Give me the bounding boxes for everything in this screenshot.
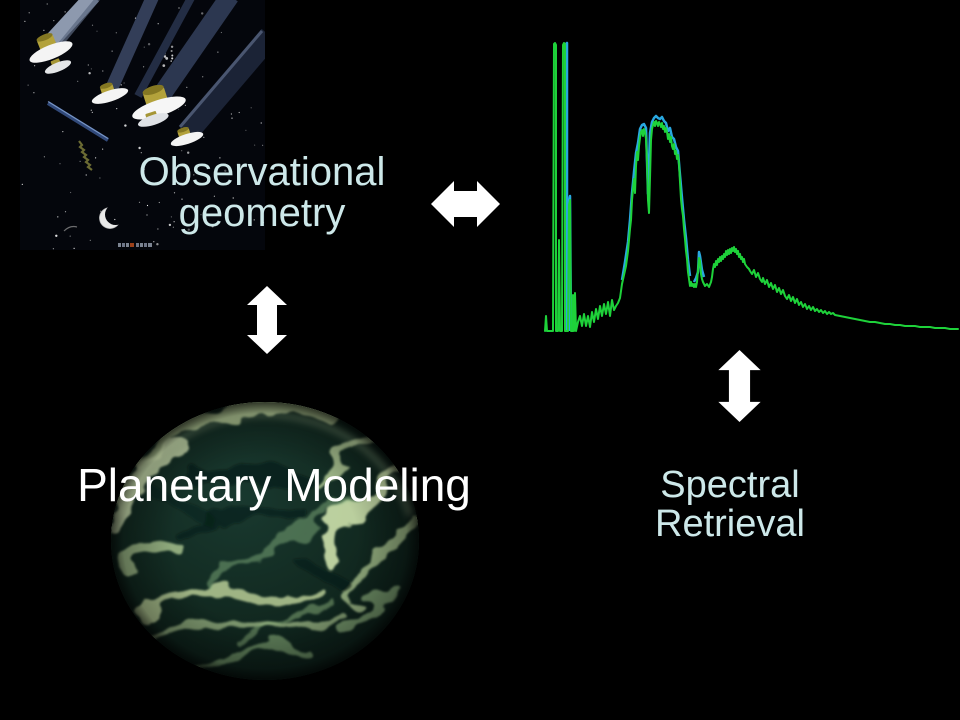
planet-image	[111, 402, 419, 680]
spacecraft-dish-c2	[138, 111, 169, 127]
spacecraft-booms	[41, 0, 265, 140]
spacecraft-dish-a	[29, 33, 73, 63]
small-crescent	[63, 225, 78, 232]
crescent-moon	[99, 207, 121, 229]
blade-boom-highlight	[47, 100, 109, 140]
label-observational-geometry: Observational geometry	[112, 152, 412, 234]
spacecraft-dish-b	[91, 82, 129, 104]
label-spectral-line2: Retrieval	[655, 503, 805, 545]
spacecraft-dish-d	[170, 127, 204, 147]
label-spectral-line1: Spectral	[660, 464, 800, 506]
planet-disk	[111, 402, 419, 680]
label-observational-line2: geometry	[178, 191, 346, 235]
image-watermark	[118, 243, 152, 247]
spacecraft-formation-image	[20, 0, 265, 250]
spacecraft-dish-a2	[44, 58, 72, 74]
blade-boom	[46, 101, 110, 142]
label-observational-line1: Observational	[138, 150, 386, 194]
label-spectral-retrieval: Spectral Retrieval	[630, 466, 830, 544]
spectrum-plot	[544, 41, 959, 332]
double-arrow-vertical-left-icon	[247, 286, 287, 354]
spectrum-main-trace	[544, 42, 959, 332]
coil-tether	[78, 140, 93, 171]
label-planetary-modeling: Planetary Modeling	[77, 459, 471, 511]
double-arrow-horizontal-icon	[431, 181, 500, 227]
double-arrow-vertical-right-icon	[718, 350, 761, 422]
spacecraft-dish-c	[132, 84, 186, 120]
planet-rim-glow	[118, 413, 412, 517]
